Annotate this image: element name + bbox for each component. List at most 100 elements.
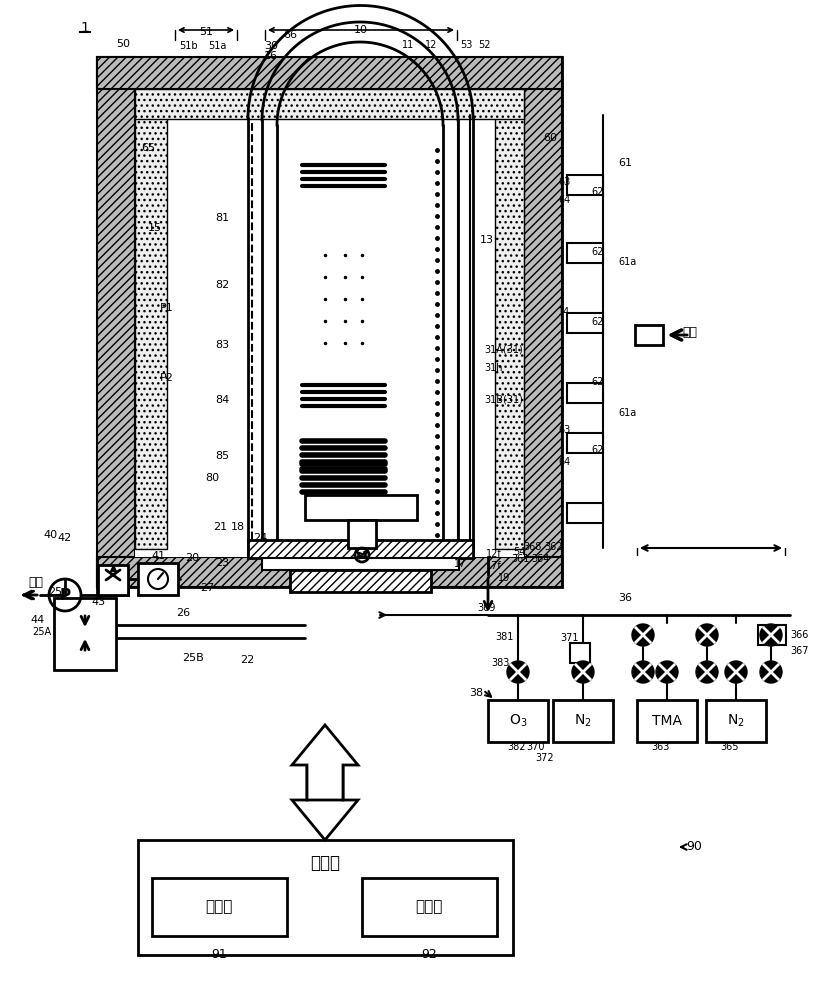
Bar	[567, 503, 603, 523]
Text: 368: 368	[524, 542, 542, 552]
Text: 62: 62	[591, 247, 603, 257]
Polygon shape	[292, 765, 358, 840]
Bar	[488, 700, 548, 742]
Text: 60: 60	[543, 133, 557, 143]
Bar	[567, 313, 603, 333]
Text: 82: 82	[215, 280, 229, 290]
Circle shape	[696, 624, 718, 646]
Text: 36: 36	[618, 593, 632, 603]
Text: 14: 14	[558, 307, 570, 317]
Text: 52: 52	[477, 40, 490, 50]
Text: 18: 18	[231, 522, 245, 532]
Text: 383: 383	[490, 658, 509, 668]
Bar	[348, 520, 376, 548]
Bar	[362, 878, 497, 936]
Bar	[54, 598, 116, 670]
Text: 10: 10	[354, 25, 368, 35]
Text: 40: 40	[43, 530, 57, 540]
Bar	[567, 175, 603, 195]
Text: 367: 367	[790, 646, 809, 656]
Text: 91: 91	[211, 948, 227, 962]
Bar	[570, 643, 590, 663]
Text: 处理器: 处理器	[206, 900, 233, 914]
Bar	[97, 57, 562, 587]
Text: 382: 382	[508, 742, 526, 752]
Text: 62: 62	[591, 445, 603, 455]
Circle shape	[656, 661, 678, 683]
Text: O$_3$: O$_3$	[509, 713, 527, 729]
Bar	[152, 878, 287, 936]
Polygon shape	[292, 725, 358, 800]
Circle shape	[696, 661, 718, 683]
Circle shape	[572, 661, 594, 683]
Text: 61a: 61a	[618, 408, 636, 418]
Text: 51a: 51a	[208, 41, 226, 51]
Text: 25A: 25A	[33, 627, 51, 637]
Text: 22: 22	[240, 655, 254, 665]
Circle shape	[632, 661, 654, 683]
Bar	[706, 700, 766, 742]
Text: 54: 54	[513, 547, 526, 557]
Text: P: P	[60, 587, 70, 602]
Text: 31A(31): 31A(31)	[484, 345, 523, 355]
Text: N$_2$: N$_2$	[574, 713, 592, 729]
Text: P2: P2	[160, 373, 174, 383]
Text: 24: 24	[253, 533, 267, 543]
Text: 21: 21	[213, 522, 227, 532]
Bar	[97, 557, 562, 587]
Text: 64: 64	[558, 457, 570, 467]
Text: 370: 370	[527, 742, 545, 752]
Text: 62: 62	[591, 187, 603, 197]
Text: 371: 371	[561, 633, 579, 643]
Text: 61: 61	[618, 158, 632, 168]
Bar	[98, 565, 128, 595]
Text: 65: 65	[141, 143, 155, 153]
Text: 51b: 51b	[180, 41, 198, 51]
Text: N$_2$: N$_2$	[727, 713, 745, 729]
Bar	[553, 700, 613, 742]
Text: 空気: 空気	[682, 326, 698, 340]
Bar	[262, 558, 459, 570]
Text: 12f: 12f	[486, 549, 502, 559]
Text: 369: 369	[477, 603, 495, 613]
Text: 31h: 31h	[484, 363, 503, 373]
Text: 44: 44	[31, 615, 45, 625]
Bar	[138, 563, 178, 595]
Bar	[567, 383, 603, 403]
Text: 90: 90	[686, 840, 702, 854]
Text: 17f: 17f	[486, 561, 502, 571]
Bar	[135, 89, 524, 557]
Text: 81: 81	[215, 213, 229, 223]
Bar	[138, 840, 513, 955]
Text: 85: 85	[215, 451, 229, 461]
Text: 20: 20	[185, 553, 199, 563]
Bar	[97, 57, 135, 587]
Text: 13: 13	[480, 235, 494, 245]
Circle shape	[760, 624, 782, 646]
Text: 23: 23	[215, 558, 229, 568]
Text: 64: 64	[558, 195, 570, 205]
Text: 12: 12	[425, 40, 437, 50]
Text: P1: P1	[160, 303, 174, 313]
Text: 366: 366	[790, 630, 809, 640]
Text: 43: 43	[91, 597, 105, 607]
Bar	[135, 89, 524, 119]
Text: 42: 42	[58, 533, 72, 543]
Bar	[635, 325, 663, 345]
Circle shape	[507, 661, 529, 683]
Bar	[248, 540, 473, 558]
Circle shape	[632, 624, 654, 646]
Text: 31B(31): 31B(31)	[484, 395, 523, 405]
Text: 61a: 61a	[618, 257, 636, 267]
Text: 30: 30	[264, 41, 278, 51]
Text: 80: 80	[205, 473, 220, 483]
Text: 存储器: 存储器	[415, 900, 443, 914]
Text: 62: 62	[591, 317, 603, 327]
Text: 362: 362	[545, 542, 563, 552]
Bar	[758, 625, 786, 645]
Text: 63: 63	[558, 425, 570, 435]
Text: 25B: 25B	[182, 653, 204, 663]
Circle shape	[760, 661, 782, 683]
Text: 排气: 排气	[28, 576, 43, 589]
Text: 25: 25	[48, 587, 62, 597]
